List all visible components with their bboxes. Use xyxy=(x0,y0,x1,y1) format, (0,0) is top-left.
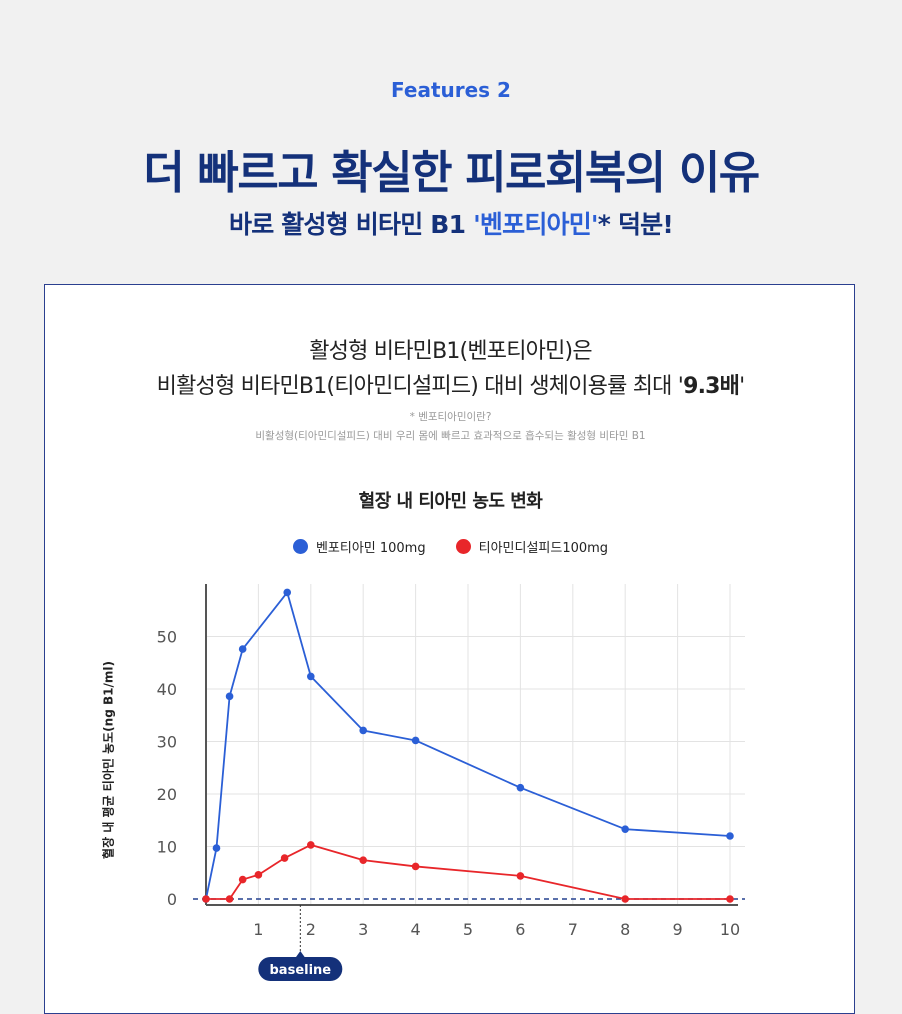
data-point-series-2 xyxy=(359,856,368,864)
baseline-pill xyxy=(258,957,343,981)
data-point-series-1 xyxy=(225,692,234,701)
chart-title: 혈장 내 티아민 농도 변화 xyxy=(358,491,543,512)
baseline-label: baseline xyxy=(270,963,332,978)
data-point-series-1 xyxy=(726,832,734,840)
data-point-series-1 xyxy=(411,736,420,745)
legend-dot-red-icon xyxy=(455,539,471,554)
data-point-series-1 xyxy=(516,783,525,792)
x-tick-label: 8 xyxy=(620,920,630,939)
statement-line-2-suffix: ' xyxy=(739,374,745,399)
legend-item-benfotiamine: 벤포티아민 100mg xyxy=(292,537,426,556)
data-point-series-2 xyxy=(726,895,734,903)
statement-line-1: 활성형 비타민B1(벤포티아민)은 xyxy=(309,339,592,364)
legend-item-thiamine-disulfide: 티아민디설피드100mg xyxy=(455,537,609,556)
data-point-series-1 xyxy=(238,645,247,653)
y-axis-label: 혈장 내 평균 티아민 농도(ng B1/ml) xyxy=(101,661,116,859)
legend-dot-blue-icon xyxy=(292,539,308,554)
legend-label-benfotiamine: 벤포티아민 100mg xyxy=(315,541,426,556)
statement-line-2: 비활성형 비타민B1(티아민디설피드) 대비 생체이용률 최대 '9.3배' xyxy=(45,368,856,400)
y-tick-label: 0 xyxy=(167,890,177,909)
x-tick-label: 9 xyxy=(673,920,683,939)
data-point-series-2 xyxy=(280,854,289,862)
data-point-series-2 xyxy=(238,875,247,884)
data-point-series-2 xyxy=(621,895,629,903)
data-point-series-1 xyxy=(307,672,315,681)
x-tick-label: 10 xyxy=(720,920,740,939)
data-point-series-2 xyxy=(411,862,420,871)
subtitle-prefix: 바로 활성형 비타민 B1 xyxy=(229,210,474,239)
page-title: 더 빠르고 확실한 피로회복의 이유 xyxy=(143,146,760,199)
data-point-series-2 xyxy=(202,895,210,903)
y-tick-label: 50 xyxy=(157,628,177,647)
chart-legend: 벤포티아민 100mg 티아민디설피드100mg xyxy=(45,537,856,556)
legend-label-thiamine-disulfide: 티아민디설피드100mg xyxy=(478,541,609,556)
data-point-series-2 xyxy=(225,895,234,903)
footnote-text: 비활성형(티아민디설피드) 대비 우리 몸에 빠르고 효과적으로 흡수되는 활성… xyxy=(255,430,646,442)
baseline-pill-arrow xyxy=(295,951,306,958)
data-point-series-2 xyxy=(516,872,525,880)
x-tick-label: 4 xyxy=(411,920,421,939)
data-point-series-2 xyxy=(254,871,263,879)
x-tick-label: 3 xyxy=(358,920,368,939)
data-point-series-1 xyxy=(359,726,368,735)
x-tick-label: 5 xyxy=(463,920,473,939)
x-tick-label: 1 xyxy=(253,920,263,939)
x-tick-label: 6 xyxy=(515,920,525,939)
x-tick-label: 7 xyxy=(568,920,578,939)
data-point-series-2 xyxy=(307,841,315,849)
y-tick-label: 40 xyxy=(157,680,177,699)
chart-card: 활성형 비타민B1(벤포티아민)은 비활성형 비타민B1(티아민디설피드) 대비… xyxy=(44,284,855,1014)
statement-line-2-prefix: 비활성형 비타민B1(티아민디설피드) 대비 생체이용률 최대 ' xyxy=(156,374,684,399)
subtitle-suffix: * 덕분! xyxy=(597,210,674,239)
statement-highlight: 9.3배 xyxy=(683,374,740,399)
footnote-title: * 벤포티아민이란? xyxy=(409,411,492,423)
x-tick-label: 2 xyxy=(306,920,316,939)
y-tick-label: 10 xyxy=(157,838,177,857)
data-point-series-1 xyxy=(283,588,292,597)
features-label: Features 2 xyxy=(391,78,511,102)
page-subtitle: 바로 활성형 비타민 B1 '벤포티아민'* 덕분! xyxy=(0,205,902,241)
subtitle-accent: '벤포티아민' xyxy=(473,210,599,239)
y-tick-label: 30 xyxy=(157,733,177,752)
data-point-series-1 xyxy=(212,844,221,852)
data-point-series-1 xyxy=(621,825,629,833)
y-tick-label: 20 xyxy=(157,785,177,804)
